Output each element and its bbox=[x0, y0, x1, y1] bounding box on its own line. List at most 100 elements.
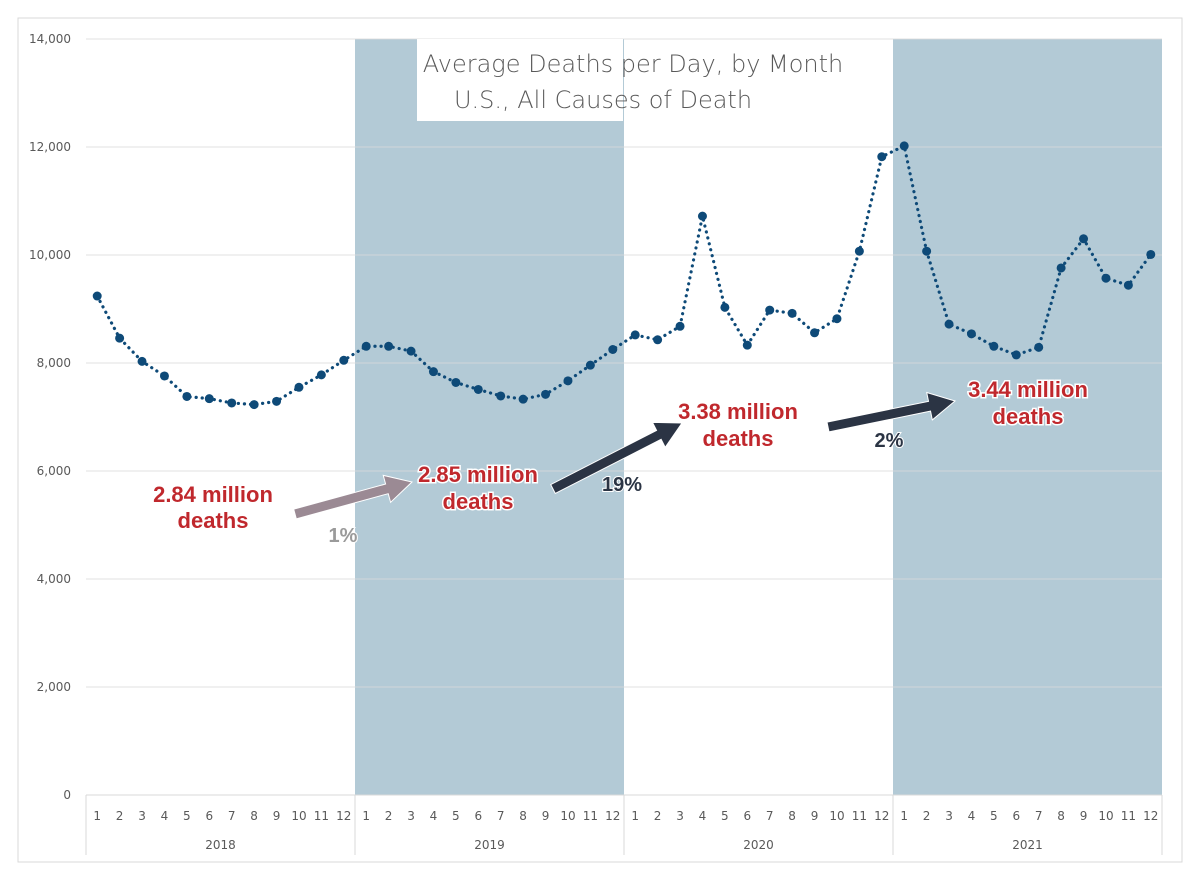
x-tick-label: 6 bbox=[205, 809, 213, 823]
x-tick-label: 2 bbox=[116, 809, 124, 823]
data-point bbox=[832, 314, 842, 324]
arrow-2018-2019 bbox=[293, 474, 414, 520]
y-tick-label: 12,000 bbox=[29, 140, 71, 154]
data-point bbox=[630, 330, 640, 340]
x-tick-label: 3 bbox=[138, 809, 146, 823]
data-point bbox=[518, 394, 528, 404]
x-tick-label: 5 bbox=[990, 809, 998, 823]
data-point bbox=[137, 356, 147, 366]
data-point bbox=[563, 376, 573, 386]
x-tick-label: 4 bbox=[699, 809, 707, 823]
x-tick-label: 8 bbox=[250, 809, 258, 823]
data-point bbox=[989, 341, 999, 351]
x-tick-label: 11 bbox=[852, 809, 867, 823]
x-tick-label: 2 bbox=[923, 809, 931, 823]
x-tick-label: 9 bbox=[811, 809, 819, 823]
data-point bbox=[182, 391, 192, 401]
x-tick-label: 9 bbox=[273, 809, 281, 823]
x-tick-label: 7 bbox=[766, 809, 774, 823]
annotation-2018-line2: deaths bbox=[178, 508, 249, 533]
x-tick-label: 10 bbox=[829, 809, 844, 823]
title-box bbox=[417, 39, 623, 121]
x-tick-label: 3 bbox=[945, 809, 953, 823]
x-tick-label: 5 bbox=[452, 809, 460, 823]
data-point bbox=[899, 141, 909, 151]
y-tick-label: 10,000 bbox=[29, 248, 71, 262]
x-tick-label: 5 bbox=[183, 809, 191, 823]
data-point bbox=[765, 305, 775, 315]
data-point bbox=[944, 319, 954, 329]
x-tick-label: 1 bbox=[93, 809, 101, 823]
annotation-2019-line1: 2.85 million bbox=[418, 462, 538, 487]
data-point bbox=[451, 377, 461, 387]
arrow-2020-2021 bbox=[826, 391, 957, 433]
year-label: 2021 bbox=[1012, 838, 1043, 852]
data-point bbox=[787, 308, 797, 318]
data-point bbox=[608, 345, 618, 354]
x-tick-label: 4 bbox=[161, 809, 169, 823]
x-tick-label: 3 bbox=[676, 809, 684, 823]
data-point bbox=[92, 291, 102, 301]
annotation-2020-line1: 3.38 million bbox=[678, 399, 798, 424]
data-point bbox=[585, 360, 595, 370]
x-tick-label: 2 bbox=[385, 809, 393, 823]
x-tick-label: 10 bbox=[291, 809, 306, 823]
x-tick-label: 7 bbox=[497, 809, 505, 823]
y-tick-label: 8,000 bbox=[37, 356, 71, 370]
x-tick-label: 1 bbox=[900, 809, 908, 823]
x-tick-label: 12 bbox=[605, 809, 620, 823]
data-point bbox=[541, 389, 551, 399]
x-tick-label: 4 bbox=[430, 809, 438, 823]
annotation-2020-line2: deaths bbox=[703, 426, 774, 451]
data-point bbox=[1011, 350, 1021, 360]
data-point bbox=[384, 341, 394, 351]
arrow-2019-2020 bbox=[550, 421, 683, 495]
data-point bbox=[406, 346, 416, 356]
y-tick-label: 6,000 bbox=[37, 464, 71, 478]
x-tick-label: 7 bbox=[228, 809, 236, 823]
chart-title-line2: U.S., All Causes of Death bbox=[454, 86, 752, 114]
x-tick-label: 12 bbox=[874, 809, 889, 823]
x-tick-label: 1 bbox=[362, 809, 370, 823]
x-tick-label: 1 bbox=[631, 809, 639, 823]
x-tick-label: 6 bbox=[1012, 809, 1020, 823]
data-point bbox=[720, 302, 730, 312]
shade-2019 bbox=[355, 39, 624, 795]
data-point bbox=[966, 329, 976, 339]
data-point bbox=[316, 370, 326, 380]
data-point bbox=[854, 246, 864, 256]
chart-title-line1: Average Deaths per Day, by Month bbox=[423, 50, 844, 78]
x-tick-label: 3 bbox=[407, 809, 415, 823]
year-label: 2019 bbox=[474, 838, 505, 852]
data-point bbox=[1146, 249, 1156, 259]
data-point bbox=[742, 340, 752, 350]
data-point bbox=[249, 400, 259, 410]
x-tick-label: 5 bbox=[721, 809, 729, 823]
data-point bbox=[159, 371, 169, 381]
data-point bbox=[473, 384, 483, 394]
data-point bbox=[697, 211, 707, 221]
change-2018-2019: 1% bbox=[329, 525, 358, 547]
x-tick-label: 11 bbox=[314, 809, 329, 823]
data-point bbox=[810, 328, 820, 338]
y-tick-label: 0 bbox=[63, 788, 71, 802]
shade-2021 bbox=[893, 39, 1162, 795]
x-tick-label: 6 bbox=[474, 809, 482, 823]
x-tick-label: 4 bbox=[968, 809, 976, 823]
data-point bbox=[428, 367, 438, 377]
x-tick-label: 2 bbox=[654, 809, 662, 823]
x-tick-label: 10 bbox=[1098, 809, 1113, 823]
x-tick-label: 11 bbox=[583, 809, 598, 823]
data-point bbox=[496, 391, 506, 401]
x-tick-label: 10 bbox=[560, 809, 575, 823]
annotation-2021-line1: 3.44 million bbox=[968, 377, 1088, 402]
data-point bbox=[1079, 234, 1089, 244]
year-label: 2018 bbox=[205, 838, 236, 852]
data-point bbox=[204, 394, 214, 404]
annotation-2021-line2: deaths bbox=[993, 404, 1064, 429]
change-2020-2021: 2% bbox=[875, 430, 904, 452]
data-point bbox=[675, 321, 685, 331]
data-point bbox=[1123, 280, 1133, 290]
